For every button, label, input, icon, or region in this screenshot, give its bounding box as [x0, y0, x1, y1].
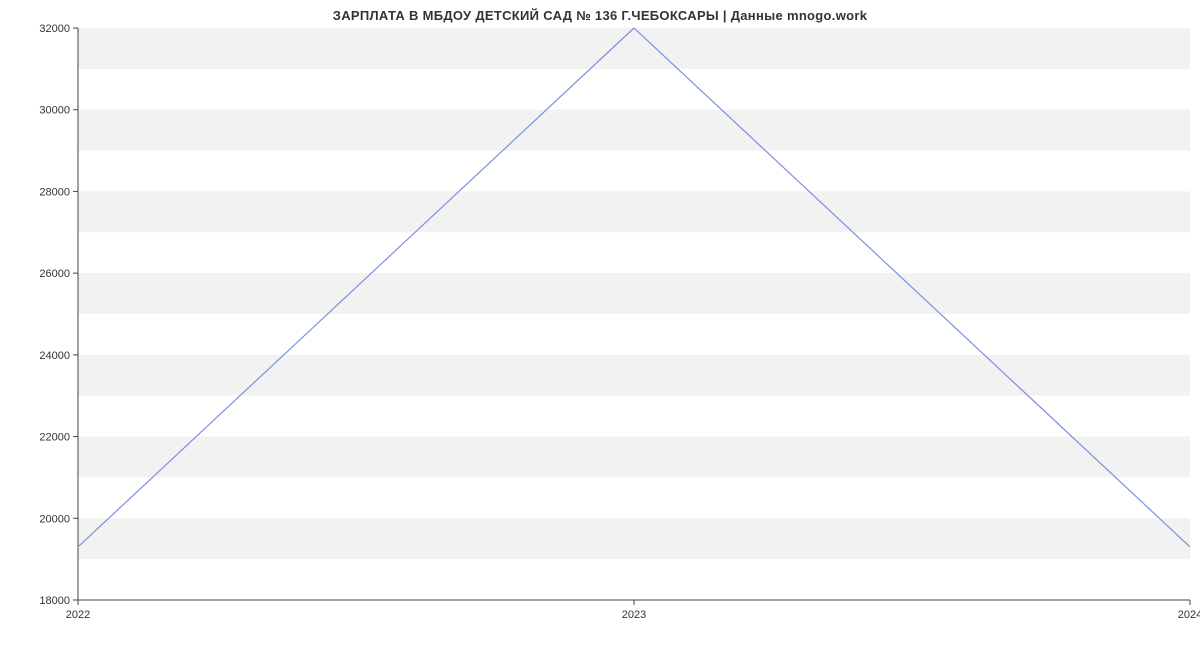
- y-tick-label: 28000: [39, 186, 70, 198]
- x-tick-label: 2022: [66, 609, 90, 621]
- chart-container: ЗАРПЛАТА В МБДОУ ДЕТСКИЙ САД № 136 Г.ЧЕБ…: [0, 0, 1200, 650]
- x-tick-label: 2024: [1178, 609, 1200, 621]
- y-tick-label: 26000: [39, 268, 70, 280]
- grid-band: [78, 191, 1190, 232]
- grid-band: [78, 355, 1190, 396]
- grid-band: [78, 28, 1190, 69]
- grid-band: [78, 437, 1190, 478]
- y-tick-label: 30000: [39, 105, 70, 117]
- y-tick-label: 24000: [39, 350, 70, 362]
- y-tick-label: 22000: [39, 432, 70, 444]
- y-tick-label: 20000: [39, 513, 70, 525]
- y-tick-label: 32000: [39, 23, 70, 35]
- grid-band: [78, 273, 1190, 314]
- x-tick-label: 2023: [622, 609, 646, 621]
- grid-band: [78, 518, 1190, 559]
- chart-svg: 18000 20000 22000 24000 26000 28000 30000 32000…: [0, 0, 1200, 650]
- grid-band: [78, 110, 1190, 151]
- y-tick-label: 18000: [39, 595, 70, 607]
